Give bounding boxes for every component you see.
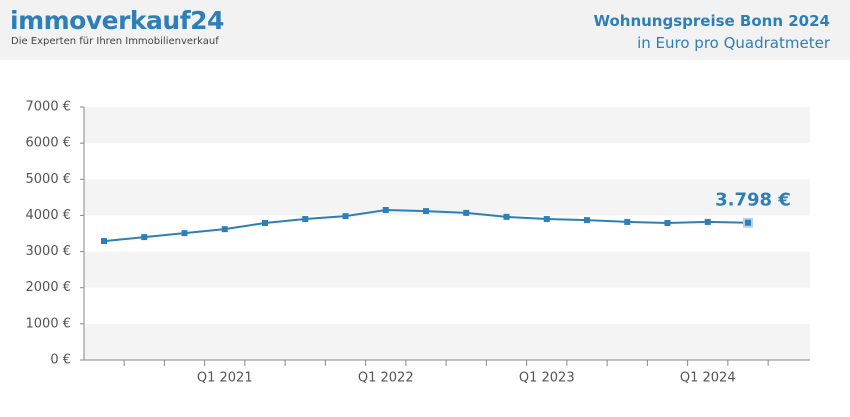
point	[423, 208, 429, 215]
logo: immoverkauf24	[10, 6, 224, 35]
y-tick-label: 6000 €	[26, 136, 72, 151]
point	[664, 220, 671, 227]
x-tick-label: Q1 2024	[680, 371, 736, 386]
point	[463, 209, 470, 216]
x-tick-label: Q1 2022	[358, 371, 414, 386]
value-label: 3.798 €	[715, 190, 791, 211]
point	[745, 219, 751, 226]
tagline: Die Experten für Ihren Immobilienverkauf	[11, 36, 219, 47]
point	[221, 226, 228, 233]
chart-subtitle: in Euro pro Quadratmeter	[637, 34, 830, 52]
y-tick-label: 2000 €	[26, 280, 72, 295]
x-tick-label: Q1 2021	[197, 371, 253, 386]
header: immoverkauf24 Die Experten für Ihren Imm…	[0, 0, 850, 60]
point	[584, 217, 590, 224]
point	[503, 213, 510, 220]
point	[624, 218, 631, 225]
point	[543, 216, 550, 223]
y-tick-label: 1000 €	[26, 316, 72, 331]
y-tick-label: 4000 €	[26, 208, 72, 223]
grid-band	[84, 323, 810, 360]
y-tick-label: 7000 €	[26, 100, 72, 115]
chart-title: Wohnungspreise Bonn 2024	[593, 12, 830, 30]
point	[302, 216, 309, 223]
grid-band	[84, 251, 810, 288]
point	[181, 230, 188, 237]
x-tick-label: Q1 2023	[519, 371, 575, 386]
y-tick-label: 3000 €	[26, 244, 72, 259]
y-tick-label: 0 €	[50, 353, 71, 368]
point	[382, 207, 389, 214]
grid-band	[84, 179, 810, 216]
y-tick-label: 5000 €	[26, 172, 72, 187]
point	[704, 218, 711, 225]
grid-band	[84, 107, 810, 144]
point	[141, 234, 148, 241]
point	[101, 238, 107, 245]
point	[262, 220, 268, 227]
point	[342, 213, 349, 220]
